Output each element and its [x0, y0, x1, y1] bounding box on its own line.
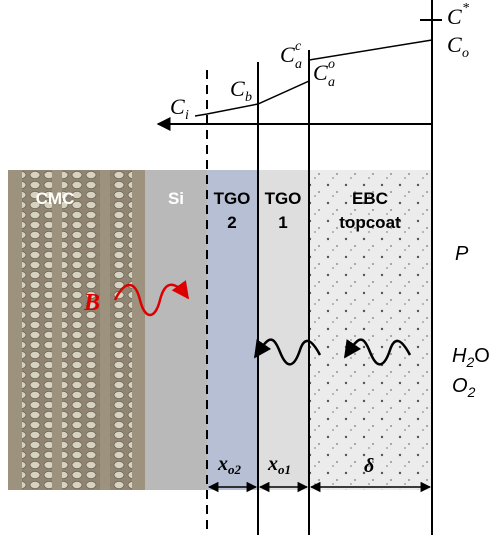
label-c-a-o-sup: o [328, 57, 335, 72]
fiber-bundle [110, 170, 132, 490]
dim-x-o1-sub: o1 [278, 462, 291, 477]
dim-x-o1-base: x [267, 453, 278, 475]
flux-label: B [83, 290, 100, 316]
fiber-bundle [62, 170, 100, 490]
label-c-a-o: C [313, 60, 328, 85]
label-c-a-c: C [280, 42, 295, 67]
env-water-sub: 2 [465, 354, 474, 370]
dim-x-o2: xo2 [217, 453, 242, 477]
label-c-a-c-sup: c [295, 39, 302, 54]
label-c-o-sub: o [462, 46, 469, 61]
env-oxygen-sub: 2 [467, 384, 476, 400]
label-c-a-o-sub: a [328, 75, 335, 90]
dim-x-o2-base: x [217, 453, 228, 475]
env-water-tail: O [474, 345, 490, 367]
tgo1-layer [258, 170, 309, 490]
env-oxygen: O2 [452, 375, 476, 400]
layer-label: EBC [352, 189, 388, 208]
dim-x-o2-sub: o2 [228, 462, 242, 477]
label-c-b-sub: b [245, 90, 252, 105]
label-c-o: C [447, 32, 462, 57]
boundaries [156, 0, 442, 535]
diffusion-wave [253, 338, 322, 366]
diffusion-wave [343, 338, 412, 366]
layer-label: TGO [265, 189, 302, 208]
si-layer [145, 170, 207, 490]
flux-wave [113, 280, 190, 317]
dim-x-o1: xo1 [267, 453, 291, 477]
label-c-i: C [170, 94, 185, 119]
fiber-bundle [22, 170, 52, 490]
tgo2-layer [207, 170, 258, 490]
env-water-base: H [452, 345, 467, 367]
layer-label: topcoat [339, 213, 401, 232]
ebc-layer [309, 170, 432, 490]
layer-label: TGO [214, 189, 251, 208]
layer-label: 1 [278, 213, 287, 232]
concentration-profile [194, 39, 433, 117]
label-c-star: C [447, 4, 462, 29]
label-c-star-sup: * [462, 1, 469, 16]
label-c-a-c-sub: a [295, 57, 302, 72]
label-c-i-sub: i [185, 108, 189, 123]
env-oxygen-base: O [452, 375, 468, 397]
label-c-b: C [230, 76, 245, 101]
env-pressure: P [455, 243, 469, 265]
env-water: H2O [452, 345, 490, 370]
dim-delta: δ [364, 455, 374, 477]
layer-label: CMC [36, 189, 75, 208]
micrograph [8, 170, 432, 490]
layer-label: Si [168, 189, 184, 208]
layer-label: 2 [227, 213, 236, 232]
